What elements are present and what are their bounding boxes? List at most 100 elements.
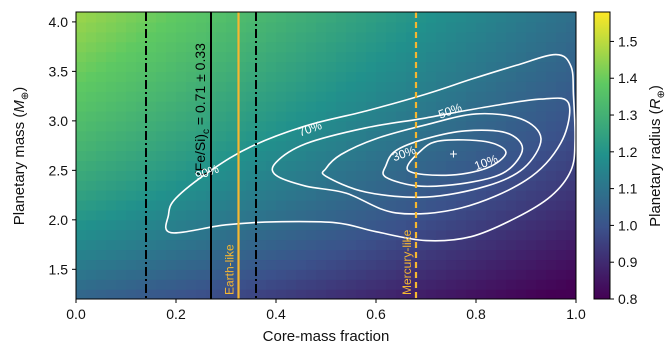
heatmap-cell <box>506 289 517 299</box>
heatmap-cell <box>156 120 167 132</box>
heatmap-cell <box>126 249 137 261</box>
heatmap-cell <box>456 81 467 92</box>
heatmap-cell <box>436 31 447 43</box>
heatmap-cell <box>116 12 127 23</box>
heatmap-cell <box>236 190 247 201</box>
heatmap-cell <box>126 91 137 102</box>
heatmap-cell <box>336 200 347 211</box>
heatmap-cell <box>266 91 277 102</box>
heatmap-cell <box>376 219 387 231</box>
heatmap-cell <box>556 269 567 280</box>
heatmap-cell <box>146 170 157 181</box>
heatmap-cell <box>216 269 227 280</box>
heatmap-cell <box>556 190 567 201</box>
heatmap-cell <box>346 130 357 142</box>
heatmap-cell <box>536 209 547 221</box>
heatmap-cell <box>486 140 497 152</box>
colorbar-tick-label: 1.0 <box>618 217 638 233</box>
heatmap-cell <box>96 259 107 270</box>
heatmap-cell <box>106 190 117 201</box>
heatmap-cell <box>156 200 167 211</box>
heatmap-cell <box>286 289 297 299</box>
x-axis-label: Core-mass fraction <box>263 328 390 345</box>
heatmap-cell <box>436 120 447 132</box>
heatmap-cell <box>506 41 517 53</box>
heatmap-cell <box>116 110 127 122</box>
heatmap-cell <box>186 209 197 221</box>
heatmap-cell <box>106 61 117 72</box>
heatmap-cell <box>326 21 337 33</box>
heatmap-cell <box>196 190 207 201</box>
heatmap-cell <box>166 170 177 181</box>
heatmap-cell <box>406 269 417 280</box>
heatmap-cell <box>96 249 107 261</box>
heatmap-cell <box>306 130 317 142</box>
heatmap-cell <box>366 110 377 122</box>
heatmap-cell <box>106 239 117 251</box>
heatmap-cell <box>286 170 297 181</box>
heatmap-cell <box>76 81 87 92</box>
heatmap-cell <box>146 269 157 280</box>
heatmap-cell <box>216 101 227 112</box>
heatmap-cell <box>166 150 177 162</box>
heatmap-cell <box>446 110 457 122</box>
heatmap-cell <box>266 279 277 290</box>
heatmap-cell <box>386 209 397 221</box>
heatmap-cell <box>476 180 487 191</box>
heatmap-cell <box>76 279 87 290</box>
heatmap-cell <box>376 41 387 53</box>
heatmap-cell <box>236 289 247 299</box>
heatmap-cell <box>546 120 557 132</box>
heatmap-cell <box>186 12 197 23</box>
heatmap-cell <box>456 41 467 53</box>
heatmap-cell <box>446 219 457 231</box>
heatmap-cell <box>546 219 557 231</box>
heatmap-cell <box>266 71 277 82</box>
x-tick-label: 0.4 <box>266 306 286 322</box>
heatmap-cell <box>386 160 397 171</box>
heatmap-cell <box>316 120 327 132</box>
heatmap-cell <box>406 150 417 162</box>
heatmap-cell <box>346 259 357 270</box>
heatmap-cell <box>296 71 307 82</box>
heatmap-cell <box>296 249 307 261</box>
heatmap-cell <box>286 279 297 290</box>
heatmap-cell <box>426 71 437 82</box>
heatmap-cell <box>226 249 237 261</box>
heatmap-cell <box>156 150 167 162</box>
heatmap-cell <box>446 12 457 23</box>
heatmap-cell <box>516 219 527 231</box>
heatmap-cell <box>226 81 237 92</box>
heatmap-cell <box>496 110 507 122</box>
heatmap-cell <box>516 91 527 102</box>
heatmap-cell <box>246 170 257 181</box>
heatmap-cell <box>216 249 227 261</box>
heatmap-cell <box>126 289 137 299</box>
heatmap-cell <box>396 200 407 211</box>
heatmap-cell <box>316 279 327 290</box>
heatmap-cell <box>406 81 417 92</box>
heatmap-cell <box>486 200 497 211</box>
heatmap-cell <box>126 71 137 82</box>
heatmap-cell <box>496 180 507 191</box>
heatmap-cell <box>136 150 147 162</box>
heatmap-cell <box>346 81 357 92</box>
colorbar-label: Planetary radius (R⊕) <box>647 85 667 227</box>
heatmap-cell <box>116 130 127 142</box>
heatmap-cell <box>426 150 437 162</box>
heatmap-cell <box>296 259 307 270</box>
heatmap-cell <box>96 269 107 280</box>
heatmap-cell <box>96 239 107 251</box>
heatmap-cell <box>356 110 367 122</box>
heatmap-cell <box>256 289 267 299</box>
colorbar-tick-label: 1.4 <box>618 70 638 86</box>
heatmap-cell <box>136 219 147 231</box>
heatmap-cell <box>456 219 467 231</box>
heatmap-cell <box>306 180 317 191</box>
heatmap-cell <box>236 180 247 191</box>
heatmap-cell <box>426 209 437 221</box>
heatmap-cell <box>476 190 487 201</box>
heatmap-cell <box>466 249 477 261</box>
heatmap-cell <box>116 41 127 53</box>
heatmap-cell <box>266 21 277 33</box>
